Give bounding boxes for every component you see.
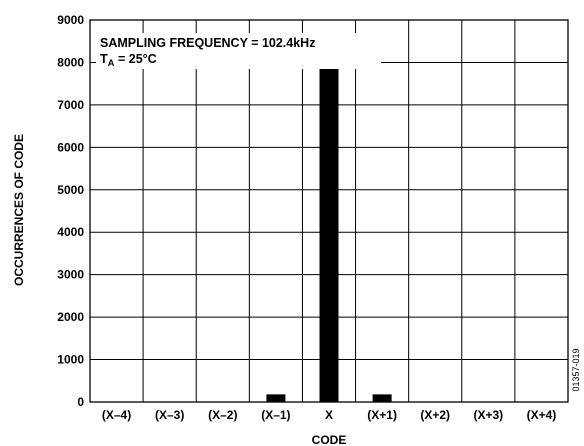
annotation-sampling-frequency: SAMPLING FREQUENCY = 102.4kHz <box>100 36 315 50</box>
annotation-temperature: TA = 25°C <box>100 52 157 69</box>
y-tick-label-1: 1000 <box>57 353 84 367</box>
x-tick-label-2: (X–2) <box>208 408 237 422</box>
y-tick-label-0: 0 <box>77 395 84 409</box>
annotation-temperature-value: = 25°C <box>115 52 157 66</box>
x-tick-label-3: (X–1) <box>261 408 290 422</box>
x-tick-label-1: (X–3) <box>155 408 184 422</box>
y-tick-label-3: 3000 <box>57 268 84 282</box>
annotation-background <box>96 33 381 69</box>
x-tick-label-8: (X+4) <box>527 408 557 422</box>
y-tick-label-8: 8000 <box>57 55 84 69</box>
y-tick-label-7: 7000 <box>57 98 84 112</box>
x-tick-label-0: (X–4) <box>102 408 131 422</box>
annotation-temperature-symbol: T <box>100 52 108 66</box>
annotation-temperature-subscript: A <box>108 58 115 69</box>
y-tick-label-5: 5000 <box>57 183 84 197</box>
x-tick-labels: (X–4) (X–3) (X–2) (X–1) X (X+1) (X+2) (X+3) (X+4… <box>102 408 556 422</box>
x-tick-label-7: (X+3) <box>473 408 503 422</box>
bar-4 <box>319 58 339 402</box>
bars <box>266 58 392 402</box>
x-tick-label-6: (X+2) <box>420 408 450 422</box>
y-tick-label-6: 6000 <box>57 140 84 154</box>
plot-area-frame <box>89 19 569 403</box>
x-tick-label-5: (X+1) <box>367 408 397 422</box>
x-tick-label-4: X <box>325 408 333 422</box>
y-tick-labels: 0 1000 2000 3000 4000 5000 6000 7000 8000 9000 <box>57 13 84 409</box>
figure-id: 01357-019 <box>571 348 581 391</box>
y-tick-label-2: 2000 <box>57 310 84 324</box>
bar-5 <box>372 394 392 402</box>
y-axis-title: OCCURRENCES OF CODE <box>12 134 26 286</box>
x-axis-title: CODE <box>312 433 347 446</box>
bar-3 <box>266 394 286 402</box>
y-tick-label-9: 9000 <box>57 13 84 27</box>
y-tick-label-4: 4000 <box>57 225 84 239</box>
